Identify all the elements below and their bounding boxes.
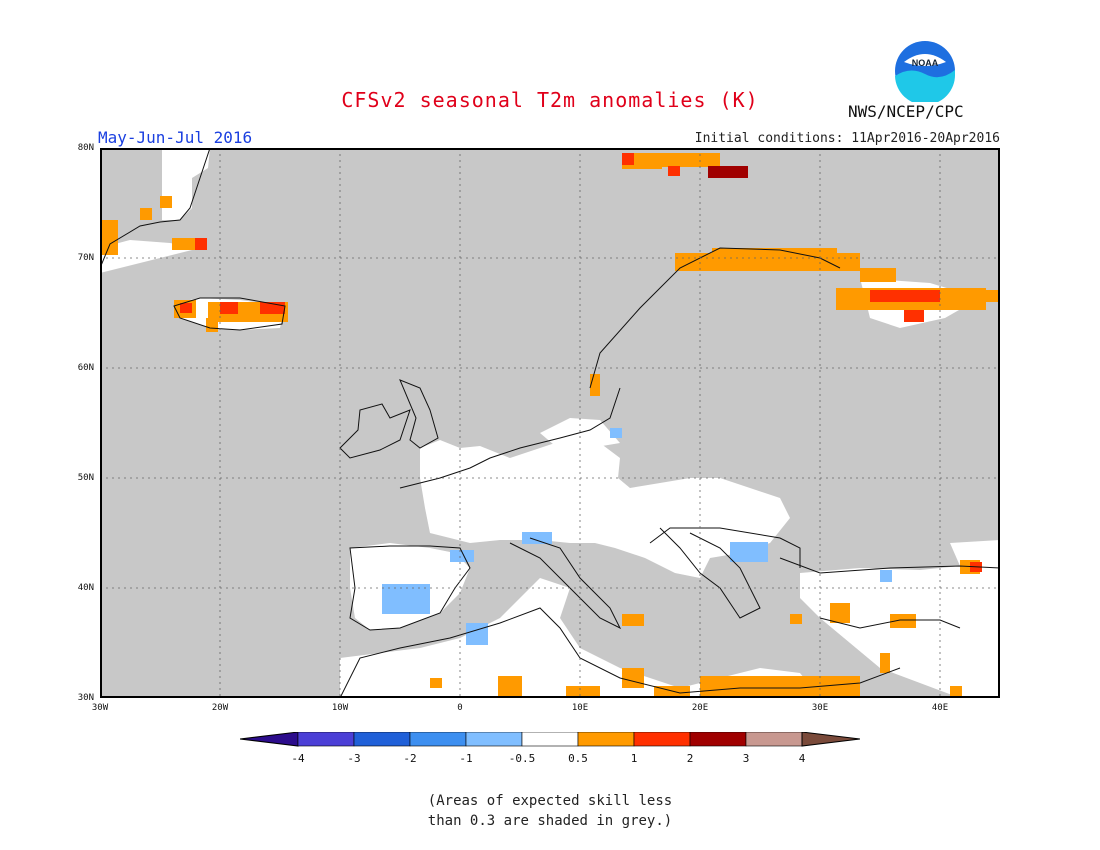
colorbar-cell [409,732,467,747]
footnote-line-2: than 0.3 are shaded in grey.) [427,813,673,829]
lon-label: 20E [691,703,709,713]
lon-label: 10W [331,703,349,713]
color-bar [240,732,860,747]
colorbar-label: -1 [459,752,473,765]
coastlines [100,148,1000,698]
colorbar-label: 4 [798,752,806,765]
colorbar-cell [689,732,747,747]
colorbar-cell [633,732,691,747]
colorbar-cell [577,732,635,747]
svg-text:NOAA: NOAA [912,58,939,68]
lat-label: 80N [77,143,94,153]
colorbar-cell [465,732,523,747]
map-frame [100,148,1000,698]
lon-label: 10E [571,703,589,713]
colorbar-label: -0.5 [508,752,536,765]
anomaly-map [100,148,1000,698]
lon-label: 40E [931,703,949,713]
colorbar-label: -3 [347,752,361,765]
lon-label: 20W [211,703,229,713]
negative-anomalies [382,428,892,645]
colorbar-label: 3 [742,752,750,765]
lon-label: 30W [91,703,109,713]
colorbar-label: 2 [686,752,694,765]
forecast-period: May-Jun-Jul 2016 [98,128,253,147]
colorbar-cell [745,732,803,747]
noaa-logo-icon: NOAA [895,41,956,102]
colorbar-label: -2 [403,752,417,765]
initial-conditions: Initial conditions: 11Apr2016-20Apr2016 [694,131,1000,146]
colorbar-cell [521,732,579,747]
lat-label: 50N [77,473,94,483]
lat-label: 70N [77,253,94,263]
map-title: CFSv2 seasonal T2m anomalies (K) [341,88,759,112]
colorbar-cell [353,732,411,747]
lon-label: 30E [811,703,829,713]
lat-label: 60N [77,363,94,373]
colorbar-arrow-high [801,732,860,747]
lon-label: 0 [457,703,463,713]
agency-label: NWS/NCEP/CPC [848,102,964,121]
colorbar-arrow-low [240,732,299,747]
graticule [100,148,1000,698]
colorbar-label: 1 [630,752,638,765]
lat-label: 40N [77,583,94,593]
footnote-line-1: (Areas of expected skill less [427,793,673,809]
colorbar-label: 0.5 [568,752,588,765]
positive-anomalies [100,153,1000,698]
colorbar-cell [297,732,355,747]
colorbar-label: -4 [291,752,305,765]
lat-label: 30N [77,693,94,703]
